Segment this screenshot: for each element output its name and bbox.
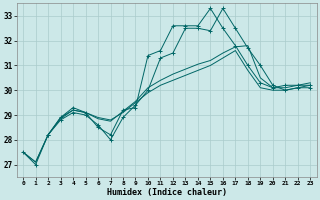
X-axis label: Humidex (Indice chaleur): Humidex (Indice chaleur): [107, 188, 227, 197]
